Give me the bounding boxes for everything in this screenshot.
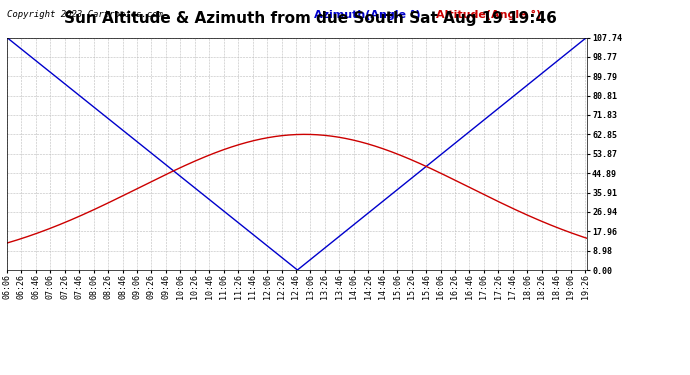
Text: Sun Altitude & Azimuth from due South Sat Aug 19 19:46: Sun Altitude & Azimuth from due South Sa… (64, 11, 557, 26)
Text: Copyright 2023 Cartronics.com: Copyright 2023 Cartronics.com (7, 10, 163, 19)
Text: Azimuth(Angle °): Azimuth(Angle °) (314, 10, 421, 20)
Text: Altitude(Angle °): Altitude(Angle °) (436, 10, 541, 20)
